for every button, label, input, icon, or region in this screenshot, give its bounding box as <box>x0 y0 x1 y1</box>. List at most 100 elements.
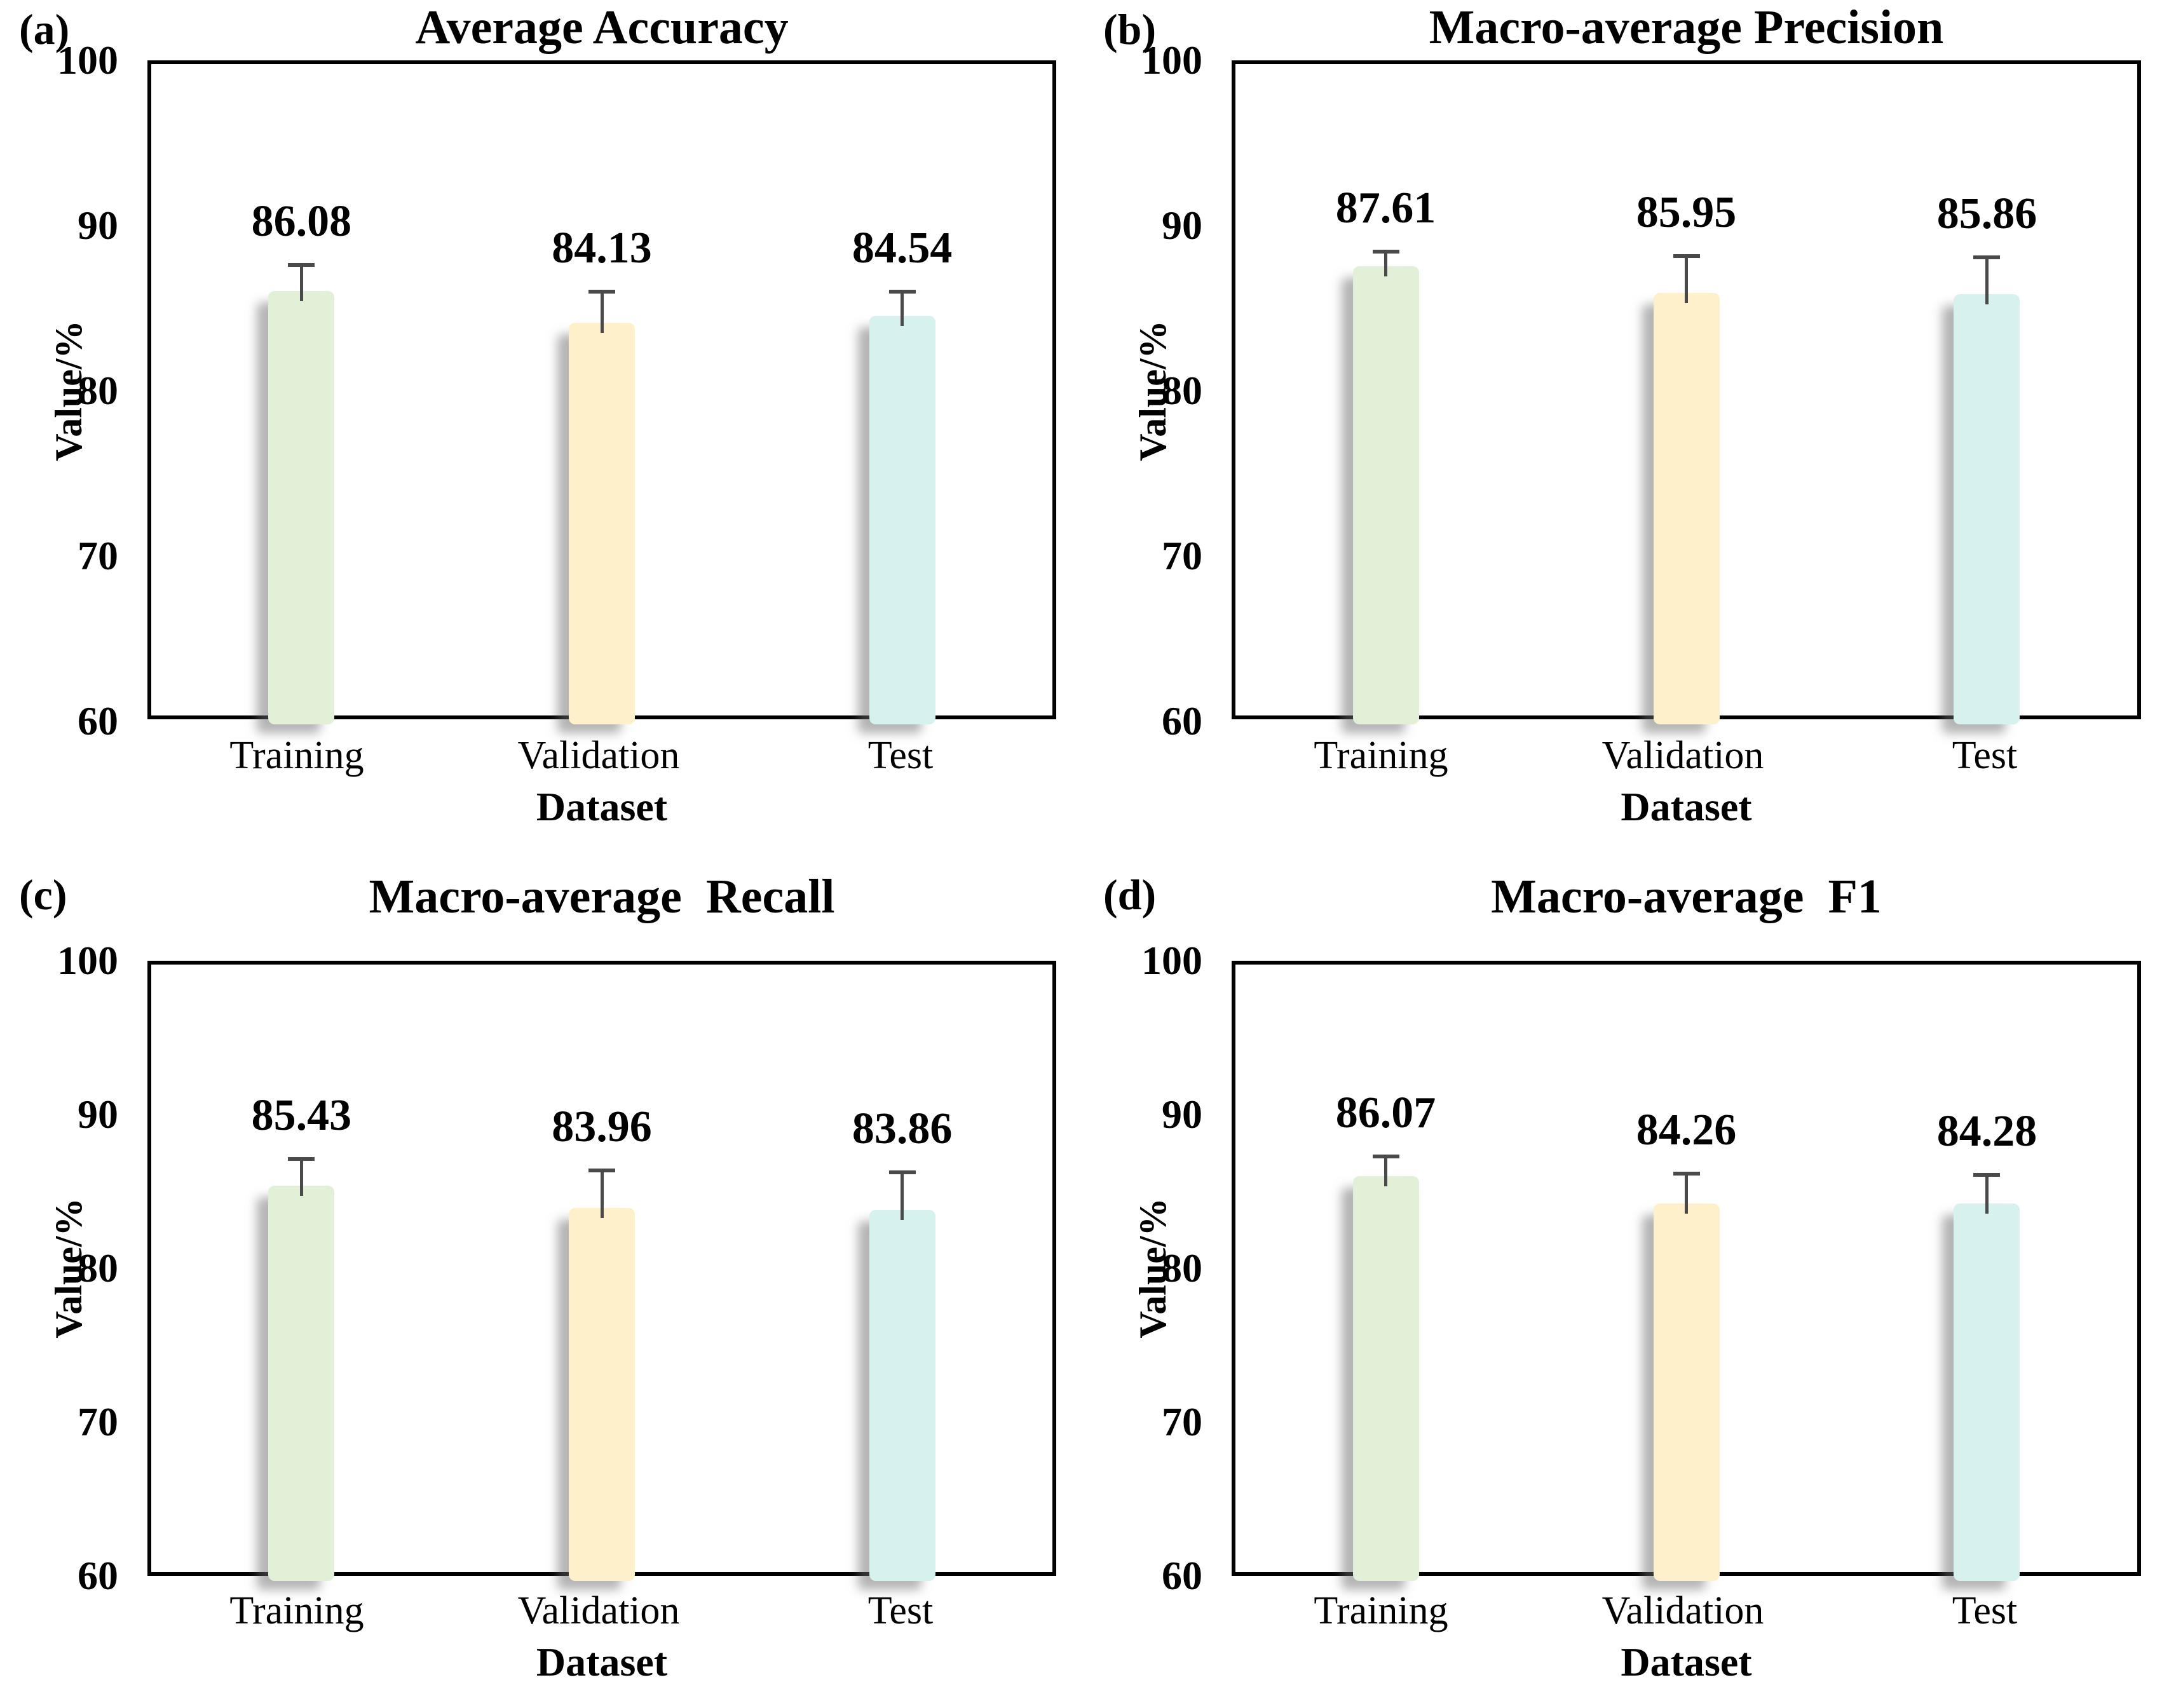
y-tick-label: 90 <box>78 1092 118 1137</box>
plot-area: 86.07 84.26 84.28 <box>1232 961 2141 1581</box>
x-tick-test: Test <box>867 734 934 777</box>
bar-group-validation: 84.13 <box>552 64 652 724</box>
bar-group-validation: 84.26 <box>1636 965 1736 1581</box>
y-tick-label: 80 <box>78 1245 118 1291</box>
bar-value-label: 85.86 <box>1936 189 2037 238</box>
bar-test <box>869 1209 935 1581</box>
panel-macro-average-f1: (d) Macro-average F1 Value/% 100 90 80 7… <box>1084 854 2169 1708</box>
chart-title-macro-average-f1: Macro-average F1 <box>1491 870 1882 923</box>
error-bar <box>588 1169 615 1219</box>
error-bar <box>588 290 615 333</box>
x-tick-test: Test <box>867 1589 934 1632</box>
panel-letter-d: (d) <box>1103 871 1157 919</box>
y-tick-label: 80 <box>1162 1245 1202 1291</box>
x-tick-validation: Validation <box>1601 1589 1764 1632</box>
panel-macro-average-recall: (c) Macro-average Recall Value/% 100 90 … <box>0 854 1084 1708</box>
bar-training <box>268 1186 335 1581</box>
x-axis-label: Dataset <box>1621 1639 1752 1684</box>
bar-training <box>268 290 335 724</box>
x-tick-training: Training <box>1314 734 1448 777</box>
bar-group-training: 86.08 <box>252 64 351 724</box>
x-tick-validation: Validation <box>517 1589 680 1632</box>
bar-value-label: 84.54 <box>852 224 953 273</box>
bar-group-validation: 83.96 <box>552 965 652 1581</box>
panel-average-accuracy: (a) Average Accuracy Value/% 100 90 80 7… <box>0 0 1084 854</box>
y-tick-label: 60 <box>1162 1553 1202 1598</box>
y-tick-label: 100 <box>57 37 118 83</box>
chart-title-macro-average-recall: Macro-average Recall <box>369 870 835 923</box>
bar-training <box>1352 1176 1419 1581</box>
bar-group-test: 84.54 <box>852 64 952 724</box>
y-tick-label: 90 <box>78 203 118 248</box>
bar-test <box>1954 1203 2020 1581</box>
bar-value-label: 83.86 <box>852 1104 953 1153</box>
bar-group-test: 84.28 <box>1937 965 2037 1581</box>
error-bar <box>288 1156 315 1196</box>
x-axis-label: Dataset <box>1621 784 1752 829</box>
panel-letter-b: (b) <box>1103 5 1157 53</box>
y-tick-label: 80 <box>78 368 118 413</box>
y-tick-label: 60 <box>78 1553 118 1598</box>
bar-training <box>1352 266 1419 724</box>
bar-value-label: 84.28 <box>1936 1106 2037 1156</box>
panel-macro-average-precision: (b) Macro-average Precision Value/% 100 … <box>1084 0 2169 854</box>
bar-validation <box>1653 293 1720 724</box>
x-axis-label: Dataset <box>536 784 668 829</box>
bar-validation <box>569 1208 635 1581</box>
y-tick-label: 100 <box>1141 37 1202 83</box>
bar-group-validation: 85.95 <box>1636 64 1736 724</box>
error-bar <box>888 1170 916 1220</box>
bar-validation <box>1653 1203 1720 1581</box>
x-axis-label: Dataset <box>536 1639 668 1684</box>
y-tick-label: 70 <box>1162 1399 1202 1444</box>
y-tick-label: 70 <box>78 1399 118 1444</box>
y-tick-label: 70 <box>1162 533 1202 578</box>
bar-group-training: 85.43 <box>252 965 351 1581</box>
y-tick-label: 60 <box>78 698 118 743</box>
panel-letter-c: (c) <box>19 871 67 919</box>
chart-title-average-accuracy: Average Accuracy <box>415 1 789 54</box>
bar-value-label: 87.61 <box>1335 183 1436 233</box>
bar-test <box>1954 294 2020 724</box>
error-bar <box>1372 249 1399 276</box>
bar-value-label: 84.13 <box>552 224 652 273</box>
y-tick-label: 60 <box>1162 698 1202 743</box>
bar-value-label: 85.95 <box>1636 187 1737 237</box>
y-tick-label: 100 <box>57 938 118 983</box>
error-bar <box>1372 1155 1399 1187</box>
plot-area: 87.61 85.95 85.86 <box>1232 60 2141 724</box>
y-tick-label: 100 <box>1141 938 1202 983</box>
error-bar <box>888 290 916 327</box>
y-tick-label: 70 <box>78 533 118 578</box>
plot-area: 85.43 83.96 83.86 <box>147 961 1056 1581</box>
error-bar <box>1673 254 1700 304</box>
x-tick-training: Training <box>229 734 364 777</box>
error-bar <box>288 263 315 301</box>
panel-letter-a: (a) <box>19 5 70 53</box>
bar-group-test: 85.86 <box>1937 64 2037 724</box>
x-tick-test: Test <box>1952 734 2018 777</box>
bar-group-training: 87.61 <box>1336 64 1436 724</box>
bar-value-label: 86.08 <box>251 197 352 247</box>
error-bar <box>1973 255 2001 305</box>
error-bar <box>1973 1172 2001 1214</box>
x-tick-validation: Validation <box>1601 734 1764 777</box>
bar-group-test: 83.86 <box>852 965 952 1581</box>
bar-value-label: 83.96 <box>552 1102 652 1152</box>
y-tick-label: 90 <box>1162 203 1202 248</box>
bar-value-label: 86.07 <box>1335 1088 1436 1138</box>
plot-area: 86.08 84.13 84.54 <box>147 60 1056 724</box>
bar-test <box>869 316 935 724</box>
y-tick-label: 90 <box>1162 1092 1202 1137</box>
x-tick-training: Training <box>229 1589 364 1632</box>
error-bar <box>1673 1172 1700 1214</box>
y-tick-label: 80 <box>1162 368 1202 413</box>
bar-value-label: 84.26 <box>1636 1106 1737 1155</box>
bar-validation <box>569 322 635 724</box>
x-tick-validation: Validation <box>517 734 680 777</box>
x-tick-test: Test <box>1952 1589 2018 1632</box>
bar-group-training: 86.07 <box>1336 965 1436 1581</box>
chart-title-macro-average-precision: Macro-average Precision <box>1429 1 1944 54</box>
bar-value-label: 85.43 <box>251 1090 352 1140</box>
